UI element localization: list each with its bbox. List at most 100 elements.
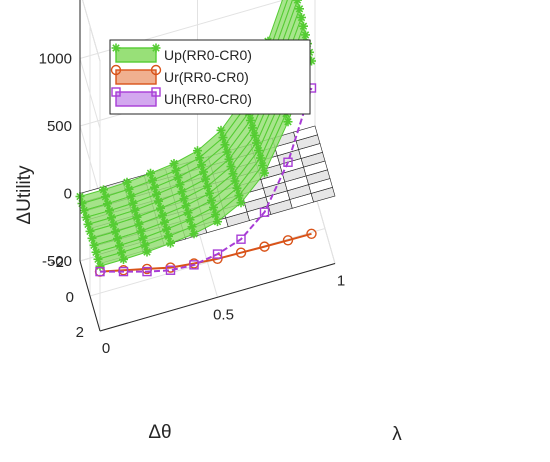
marker-asterisk — [189, 229, 199, 239]
marker-asterisk — [162, 224, 171, 234]
legend-swatch — [115, 69, 157, 85]
marker-asterisk — [151, 43, 161, 53]
marker-asterisk — [181, 201, 191, 211]
marker-asterisk — [201, 174, 210, 184]
marker-square — [236, 234, 246, 244]
x-tick-label: 0.5 — [213, 306, 234, 323]
legend-entry: Ur(RR0-CR0) — [110, 64, 249, 85]
marker-asterisk — [173, 173, 183, 183]
marker-asterisk — [254, 145, 263, 155]
marker-asterisk — [211, 210, 220, 220]
marker-asterisk — [79, 205, 89, 215]
marker-asterisk — [152, 189, 161, 199]
z-axis-label: ΔUtility — [14, 165, 35, 225]
marker-square — [189, 260, 199, 270]
y-axis-label: Δθ — [148, 422, 171, 443]
marker-asterisk — [224, 154, 234, 164]
marker-square — [118, 266, 129, 277]
marker-asterisk — [142, 247, 152, 257]
marker-square — [111, 87, 121, 97]
marker-asterisk — [111, 227, 120, 237]
marker-square — [283, 157, 293, 167]
marker-circle — [235, 247, 247, 258]
x-axis-line — [99, 263, 336, 332]
marker-asterisk — [256, 153, 265, 163]
marker-asterisk — [158, 210, 167, 220]
marker-asterisk — [250, 130, 259, 140]
marker-circle — [306, 228, 317, 240]
marker-asterisk — [87, 233, 97, 243]
zero-plane-cell — [293, 125, 318, 142]
marker-asterisk — [216, 125, 226, 135]
marker-asterisk — [138, 233, 148, 243]
marker-asterisk — [283, 117, 293, 127]
marker-asterisk — [122, 177, 132, 187]
marker-asterisk — [171, 166, 181, 176]
marker-asterisk — [234, 191, 244, 201]
marker-asterisk — [109, 220, 118, 230]
marker-asterisk — [156, 203, 165, 213]
marker-asterisk — [103, 199, 112, 209]
marker-square — [95, 266, 105, 277]
marker-asterisk — [218, 133, 228, 143]
marker-circle — [282, 235, 294, 246]
marker-asterisk — [81, 212, 91, 222]
marker-asterisk — [83, 219, 93, 229]
marker-circle — [150, 64, 162, 76]
marker-asterisk — [228, 169, 238, 179]
x-axis-label: λ — [392, 424, 402, 445]
y-tick-label: 0 — [66, 289, 74, 306]
marker-asterisk — [246, 115, 255, 125]
z-tick-label: 1000 — [39, 51, 72, 68]
marker-asterisk — [115, 241, 124, 251]
marker-asterisk — [248, 123, 257, 133]
marker-asterisk — [132, 212, 142, 222]
y-tick-label: 2 — [76, 324, 84, 341]
marker-asterisk — [179, 194, 189, 204]
marker-asterisk — [295, 4, 304, 14]
marker-asterisk — [93, 254, 103, 264]
series-line — [100, 87, 313, 273]
marker-asterisk — [128, 198, 138, 208]
marker-asterisk — [199, 167, 208, 177]
marker-asterisk — [185, 215, 195, 225]
marker-asterisk — [136, 226, 146, 236]
marker-asterisk — [187, 222, 197, 232]
marker-asterisk — [252, 138, 261, 148]
marker-asterisk — [126, 191, 136, 201]
legend-entry: Uh(RR0-CR0) — [111, 87, 252, 107]
legend-label: Up(RR0-CR0) — [164, 47, 252, 63]
marker-asterisk — [220, 140, 230, 150]
marker-asterisk — [236, 198, 246, 208]
marker-asterisk — [293, 0, 302, 5]
marker-square — [259, 207, 270, 217]
marker-asterisk — [209, 202, 218, 212]
marker-asterisk — [183, 208, 193, 218]
marker-asterisk — [164, 231, 173, 241]
marker-asterisk — [175, 180, 185, 190]
marker-square — [151, 87, 161, 97]
marker-asterisk — [299, 21, 308, 31]
legend-label: Uh(RR0-CR0) — [164, 91, 252, 107]
marker-asterisk — [134, 219, 144, 229]
marker-asterisk — [195, 153, 204, 163]
legend-swatch — [115, 47, 157, 63]
marker-asterisk — [111, 43, 121, 53]
marker-asterisk — [160, 217, 169, 227]
marker-asterisk — [213, 217, 222, 227]
marker-asterisk — [91, 247, 101, 257]
z-tick-label: -500 — [42, 253, 72, 270]
marker-asterisk — [150, 182, 159, 192]
legend-entry: Up(RR0-CR0) — [111, 43, 252, 63]
marker-asterisk — [230, 176, 240, 186]
marker-asterisk — [140, 240, 150, 250]
marker-asterisk — [166, 238, 175, 248]
marker-asterisk — [113, 234, 122, 244]
marker-asterisk — [169, 158, 179, 168]
marker-asterisk — [258, 161, 267, 171]
marker-asterisk — [232, 183, 242, 193]
z-tick-label: 0 — [64, 186, 72, 203]
z-tick-label: 500 — [47, 118, 72, 135]
marker-circle — [110, 64, 122, 76]
